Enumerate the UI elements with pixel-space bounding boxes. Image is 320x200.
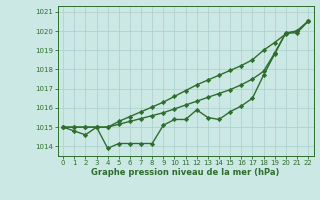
X-axis label: Graphe pression niveau de la mer (hPa): Graphe pression niveau de la mer (hPa) [92,168,280,177]
